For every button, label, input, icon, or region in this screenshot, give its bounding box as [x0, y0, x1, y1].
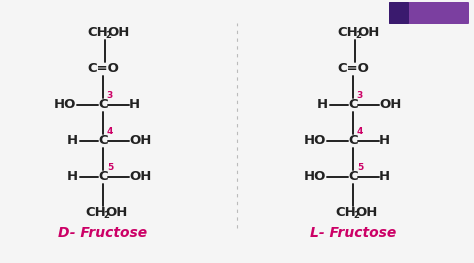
- Text: b: b: [395, 8, 402, 18]
- Text: OH: OH: [130, 170, 152, 184]
- FancyBboxPatch shape: [389, 2, 469, 24]
- Text: 5: 5: [357, 164, 363, 173]
- Text: L- Fructose: L- Fructose: [310, 226, 396, 240]
- Text: 3: 3: [107, 92, 113, 100]
- Text: OH: OH: [380, 99, 402, 112]
- Text: C: C: [98, 134, 108, 148]
- Text: 2: 2: [103, 211, 109, 220]
- Text: OH: OH: [106, 206, 128, 220]
- Text: OH: OH: [358, 27, 380, 39]
- Text: HO: HO: [304, 170, 326, 184]
- Text: C: C: [98, 99, 108, 112]
- Text: H: H: [66, 170, 78, 184]
- Text: HO: HO: [54, 99, 76, 112]
- Text: 2: 2: [105, 32, 111, 41]
- Text: C: C: [348, 99, 358, 112]
- Text: H: H: [66, 134, 78, 148]
- Text: CH: CH: [337, 27, 358, 39]
- Text: 2: 2: [355, 32, 361, 41]
- Text: C: C: [348, 134, 358, 148]
- Text: C=O: C=O: [87, 63, 119, 75]
- Text: BYJU'S: BYJU'S: [419, 6, 451, 14]
- Text: 4: 4: [357, 128, 363, 136]
- Text: The Learning App: The Learning App: [411, 16, 459, 21]
- Text: H: H: [378, 134, 390, 148]
- Text: 4: 4: [107, 128, 113, 136]
- Text: CH: CH: [336, 206, 356, 220]
- Text: D- Fructose: D- Fructose: [58, 226, 147, 240]
- Text: C: C: [348, 170, 358, 184]
- Text: HO: HO: [304, 134, 326, 148]
- Text: H: H: [317, 99, 328, 112]
- Text: 3: 3: [357, 92, 363, 100]
- Text: H: H: [378, 170, 390, 184]
- Text: H: H: [128, 99, 139, 112]
- Text: 2: 2: [353, 211, 359, 220]
- FancyBboxPatch shape: [389, 2, 409, 24]
- Text: CH: CH: [86, 206, 106, 220]
- Text: C: C: [98, 170, 108, 184]
- Text: OH: OH: [130, 134, 152, 148]
- Text: OH: OH: [108, 27, 130, 39]
- Text: 5: 5: [107, 164, 113, 173]
- Text: OH: OH: [356, 206, 378, 220]
- Text: CH: CH: [88, 27, 109, 39]
- Text: C=O: C=O: [337, 63, 369, 75]
